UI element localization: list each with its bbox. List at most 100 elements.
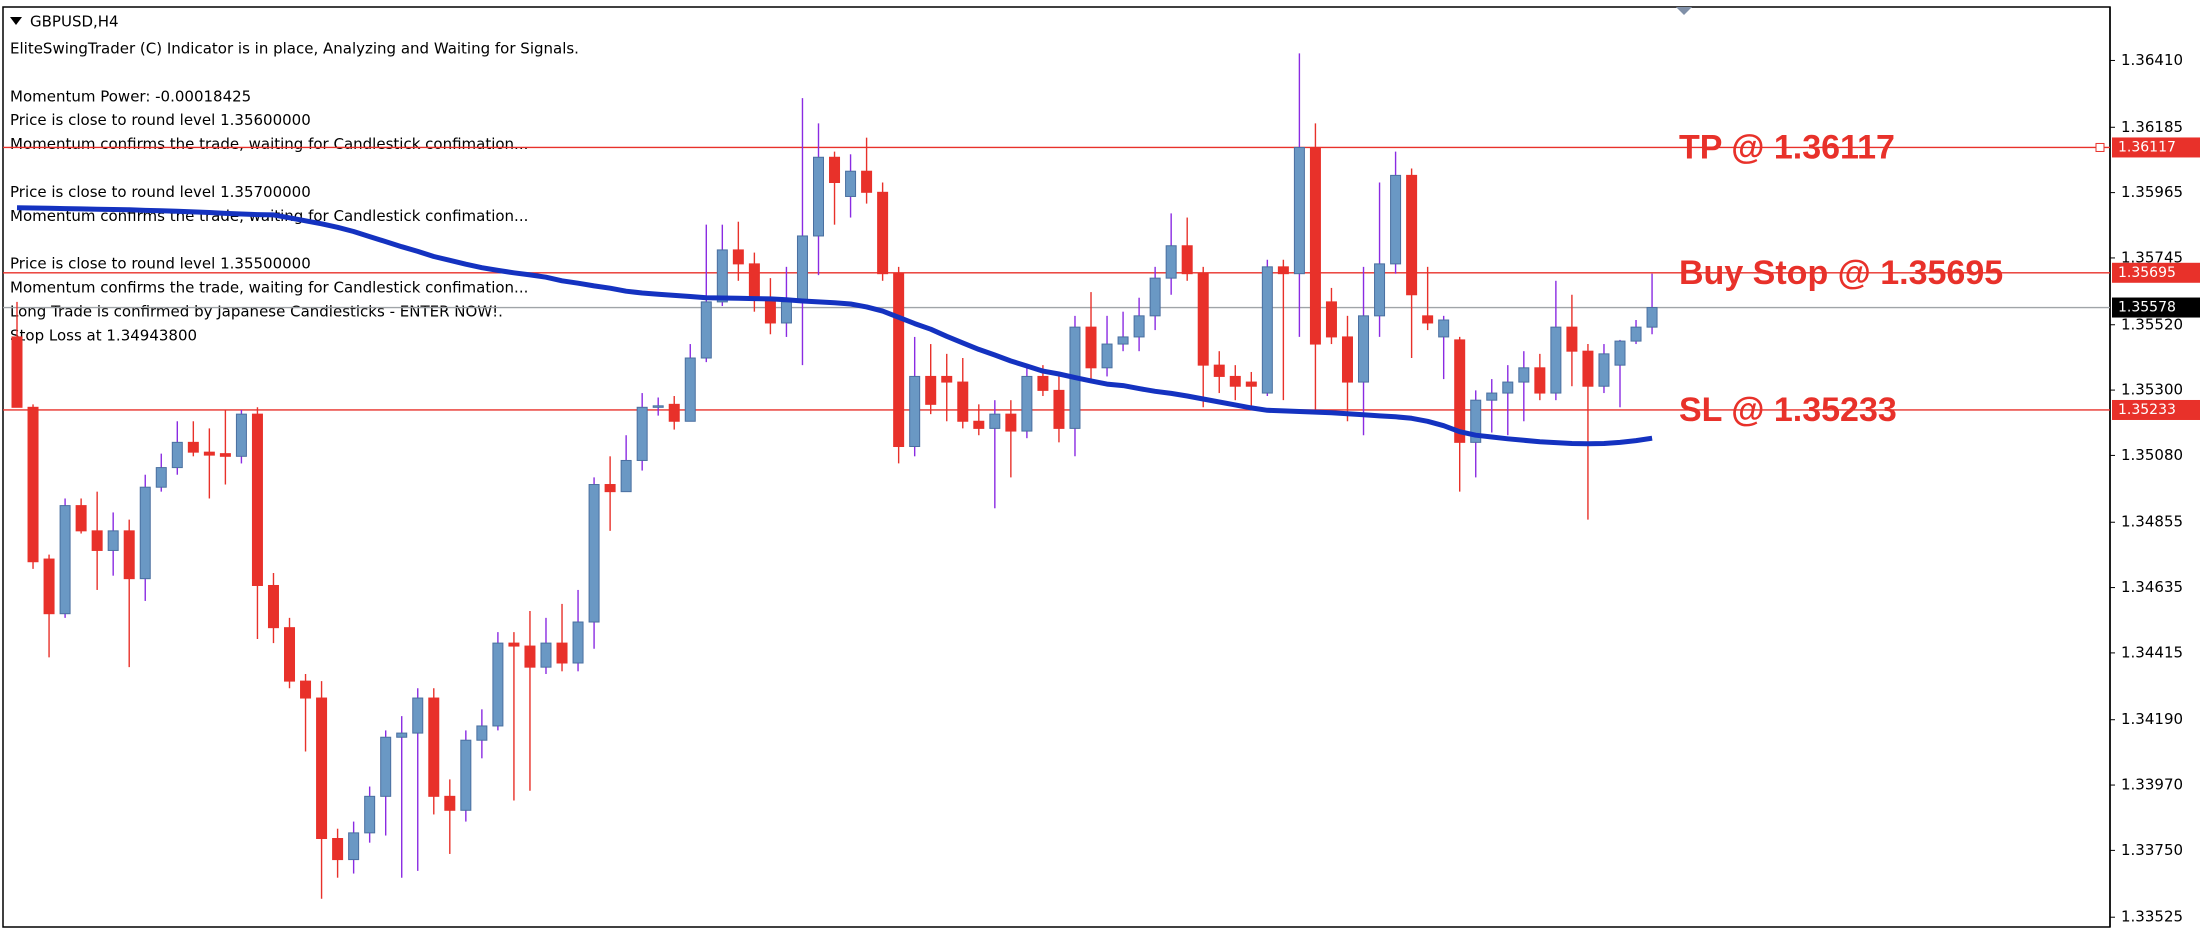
candle-body bbox=[1438, 319, 1450, 338]
y-tick-label: 1.34415 bbox=[2121, 643, 2183, 661]
candle-body bbox=[43, 558, 55, 615]
comment-line: Price is close to round level 1.35600000 bbox=[10, 111, 311, 129]
candle-body bbox=[139, 486, 151, 580]
current-price-label: 1.35578 bbox=[2118, 300, 2176, 316]
candle-body bbox=[893, 273, 905, 448]
collapse-arrow bbox=[10, 17, 22, 25]
candle-body bbox=[380, 736, 392, 797]
candle-body bbox=[412, 697, 424, 734]
candle-body bbox=[909, 375, 921, 448]
y-tick-label: 1.35520 bbox=[2121, 315, 2183, 333]
candle-body bbox=[1614, 340, 1626, 366]
candle-body bbox=[235, 413, 247, 457]
candle-body bbox=[1197, 273, 1209, 366]
candle-body bbox=[251, 413, 263, 586]
candle-body bbox=[27, 406, 39, 563]
candle-body bbox=[267, 584, 279, 629]
candle-body bbox=[1646, 307, 1658, 328]
candle-body bbox=[1165, 245, 1177, 279]
candle-body bbox=[941, 375, 953, 383]
level-anchor bbox=[2095, 142, 2105, 152]
candle-body bbox=[396, 732, 408, 738]
candle-body bbox=[1293, 146, 1305, 275]
candle-body bbox=[1518, 367, 1530, 383]
comment-line: Price is close to round level 1.35500000 bbox=[10, 255, 311, 273]
candle-body bbox=[572, 621, 584, 664]
candle-body bbox=[716, 249, 728, 303]
comment-line: Momentum confirms the trade, waiting for… bbox=[10, 135, 528, 153]
candle-body bbox=[460, 739, 472, 811]
y-tick-label: 1.33970 bbox=[2121, 776, 2183, 794]
candle-body bbox=[748, 263, 760, 300]
candle-body bbox=[219, 453, 231, 457]
candle-body bbox=[155, 467, 167, 488]
candle-body bbox=[813, 156, 824, 237]
candle-body bbox=[732, 249, 744, 265]
level-annotation: Buy Stop @ 1.35695 bbox=[1679, 254, 2003, 292]
current-price-box bbox=[2112, 297, 2200, 318]
y-tick-label: 1.36185 bbox=[2121, 118, 2183, 136]
candle-body bbox=[1261, 266, 1273, 394]
candle-body bbox=[1358, 315, 1370, 383]
candle-body bbox=[187, 441, 199, 453]
candle-body bbox=[1598, 353, 1610, 387]
candle-body bbox=[604, 484, 616, 493]
comment-line: Price is close to round level 1.35700000 bbox=[10, 183, 311, 201]
y-tick-label: 1.35080 bbox=[2121, 446, 2183, 464]
y-tick-label: 1.34855 bbox=[2121, 513, 2183, 531]
candle-body bbox=[556, 642, 568, 664]
candle-body bbox=[764, 298, 776, 324]
candle-body bbox=[1582, 350, 1594, 387]
candle-body bbox=[524, 645, 536, 668]
candle-body bbox=[1486, 392, 1498, 401]
candle-body bbox=[75, 505, 87, 532]
candle-body bbox=[284, 627, 296, 682]
level-price-box bbox=[2112, 262, 2200, 283]
candle-body bbox=[1341, 336, 1353, 383]
candle-body bbox=[1390, 174, 1402, 265]
y-tick-label: 1.34635 bbox=[2121, 578, 2183, 596]
candle-body bbox=[861, 170, 873, 193]
candle-body bbox=[1277, 266, 1289, 275]
candle-body bbox=[780, 301, 792, 324]
level-price-label: 1.36117 bbox=[2118, 139, 2176, 155]
candle-body bbox=[700, 301, 712, 359]
candle-body bbox=[1374, 263, 1386, 317]
candle-body bbox=[316, 697, 328, 840]
y-tick-label: 1.35965 bbox=[2121, 183, 2183, 201]
candle-body bbox=[540, 642, 552, 668]
y-tick-label: 1.35745 bbox=[2121, 248, 2183, 266]
level-price-box bbox=[2112, 137, 2200, 158]
candle-body bbox=[1037, 375, 1049, 391]
candle-body bbox=[1422, 315, 1434, 324]
candle-body bbox=[829, 156, 841, 184]
candle-body bbox=[123, 530, 135, 580]
candle-body bbox=[1470, 399, 1482, 443]
comment-line: Stop Loss at 1.34943800 bbox=[10, 326, 197, 344]
candle-body bbox=[652, 405, 664, 408]
level-price-label: 1.35233 bbox=[2118, 402, 2176, 418]
candle-body bbox=[1550, 326, 1562, 394]
candle-body bbox=[588, 484, 600, 623]
candle-body bbox=[1085, 326, 1097, 369]
candle-body bbox=[973, 420, 985, 429]
level-price-label: 1.35695 bbox=[2118, 265, 2176, 281]
candle-body bbox=[684, 357, 696, 422]
comment-line: Momentum Power: -0.00018425 bbox=[10, 87, 251, 105]
y-tick-label: 1.34190 bbox=[2121, 710, 2183, 728]
candle-body bbox=[1021, 375, 1033, 432]
candle-body bbox=[1502, 381, 1514, 394]
shift-marker bbox=[1676, 7, 1692, 15]
candle-body bbox=[1133, 315, 1145, 338]
candle-body bbox=[364, 795, 376, 834]
level-annotation: SL @ 1.35233 bbox=[1679, 391, 1897, 429]
candle-body bbox=[348, 832, 360, 861]
candle-body bbox=[1309, 146, 1321, 345]
candle-body bbox=[668, 403, 680, 422]
candle-body bbox=[957, 381, 969, 422]
candle-body bbox=[1534, 367, 1546, 394]
candle-body bbox=[107, 530, 119, 551]
candle-body bbox=[796, 235, 808, 303]
candle-body bbox=[877, 191, 889, 275]
